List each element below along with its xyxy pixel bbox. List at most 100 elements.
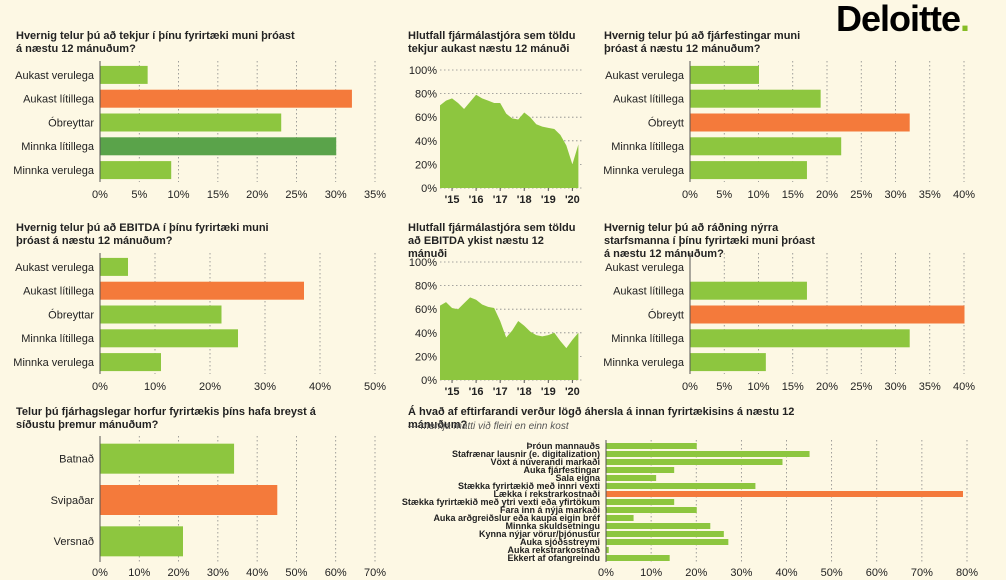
x-tick-label: 15%: [782, 189, 804, 201]
hiring-outlook-chart: 0% 5% 10% 15% 20% 25% 30% 35% 40% Aukast verulega…: [603, 253, 975, 393]
x-tick-label: 50%: [821, 567, 843, 579]
y-tick-label: 80%: [415, 89, 437, 101]
category-label: Stækka fyrirtækið með ytri vexti eða yfi…: [402, 497, 600, 507]
category-label: Stækka fyrirtækið með innri vexti: [458, 481, 600, 491]
category-label: Minnka verulega: [603, 165, 685, 177]
x-tick-label: 25%: [850, 381, 872, 393]
bar: [690, 161, 807, 180]
bar: [100, 65, 148, 84]
x-tick-label: 30%: [884, 189, 906, 201]
bar: [606, 483, 756, 489]
bar: [606, 467, 675, 473]
bar: [606, 459, 783, 465]
investment-chart-title: Hvernig telur þú að fjárfestingar muni þ…: [604, 30, 801, 55]
y-tick-label: 100%: [409, 257, 437, 269]
x-tick-label: 0%: [92, 381, 108, 393]
x-tick-label: 0%: [682, 189, 698, 201]
y-tick-label: 0%: [421, 375, 437, 387]
x-tick-label: 5%: [716, 381, 732, 393]
bar: [606, 507, 697, 513]
bar: [606, 499, 675, 505]
category-label: Minnka lítillega: [611, 333, 685, 345]
bar: [606, 547, 609, 553]
x-tick-label: 10%: [168, 189, 190, 201]
x-tick-label: 40%: [953, 189, 975, 201]
category-label: Óbreytt: [648, 116, 684, 129]
bar: [690, 329, 910, 348]
y-tick-label: 100%: [409, 65, 437, 77]
ebitda-chart-title: Hvernig telur þú að EBITDA í þínu fyrirt…: [16, 222, 269, 247]
bar: [100, 281, 304, 300]
bar: [100, 485, 278, 515]
category-label: Auka arðgreiðslur eða kaupa eigin bréf: [433, 513, 601, 523]
x-tick-label: 10%: [144, 381, 166, 393]
x-tick-label: '19: [541, 386, 556, 398]
x-tick-label: 15%: [207, 189, 229, 201]
category-label: Auka sjóðsstreymi: [520, 537, 600, 547]
x-tick-label: '17: [493, 194, 508, 206]
y-tick-label: 60%: [415, 304, 437, 316]
x-tick-label: '18: [517, 386, 532, 398]
bar: [690, 65, 759, 84]
y-tick-label: 80%: [415, 281, 437, 293]
bar: [690, 353, 766, 372]
x-tick-label: 40%: [953, 381, 975, 393]
x-tick-label: '17: [493, 386, 508, 398]
x-tick-label: 0%: [92, 189, 108, 201]
bar: [606, 523, 711, 529]
category-label: Óbreytt: [648, 308, 684, 321]
bar: [690, 137, 842, 156]
x-tick-label: 20%: [816, 189, 838, 201]
category-label: Aukast verulega: [605, 70, 685, 82]
area-series: [440, 297, 579, 380]
bar: [606, 491, 963, 497]
x-tick-label: 60%: [325, 567, 347, 579]
x-tick-label: '16: [469, 194, 484, 206]
bar: [606, 555, 670, 561]
category-label: Ekkert af ofangreindu: [507, 553, 600, 563]
x-tick-label: 20%: [199, 381, 221, 393]
x-tick-label: 35%: [919, 381, 941, 393]
priorities-chart-title: Á hvað af eftirfarandi verður lögð áhers…: [408, 406, 795, 431]
bar: [690, 305, 965, 324]
y-tick-label: 40%: [415, 136, 437, 148]
x-tick-label: 5%: [131, 189, 147, 201]
x-tick-label: '16: [469, 386, 484, 398]
category-label: Svipaðar: [51, 495, 95, 507]
bar: [100, 443, 235, 474]
bar: [690, 113, 910, 132]
ebitda-history-title: Hlutfall fjármálastjóra sem töldu að EBI…: [408, 222, 576, 260]
bar: [100, 329, 238, 348]
x-tick-label: 70%: [364, 567, 386, 579]
category-label: Stafrænar lausnir (e. digitalization): [452, 449, 600, 459]
bar: [606, 539, 729, 545]
category-label: Minnka lítillega: [21, 333, 95, 345]
category-label: Þróun mannauðs: [526, 441, 600, 451]
x-tick-label: 35%: [364, 189, 386, 201]
x-tick-label: 30%: [207, 567, 229, 579]
bar: [606, 531, 724, 537]
x-tick-label: 70%: [911, 567, 933, 579]
bar: [100, 89, 352, 108]
x-tick-label: '20: [565, 386, 580, 398]
x-tick-label: 40%: [775, 567, 797, 579]
category-label: Auka rekstrarkostnað: [507, 545, 600, 555]
revenue-history-title: Hlutfall fjármálastjóra sem töldu tekjur…: [408, 30, 576, 55]
x-tick-label: 10%: [128, 567, 150, 579]
category-label: Sala eigna: [555, 473, 601, 483]
category-label: Kynna nýjar vörur/þjónustur: [479, 529, 601, 539]
x-tick-label: 20%: [685, 567, 707, 579]
revenue-history-chart: 0% 20% 40% 60% 80% 100% '15 '16 '17 '18 '19 '20: [409, 65, 582, 206]
x-tick-label: 20%: [168, 567, 190, 579]
bar: [100, 526, 183, 557]
category-label: Aukast verulega: [605, 262, 685, 274]
x-tick-label: 30%: [730, 567, 752, 579]
ebitda-outlook-chart: 0% 10% 20% 30% 40% 50% Aukast verulega Aukast l…: [13, 253, 386, 393]
bar: [100, 305, 222, 324]
category-label: Fara inn á nýja markaði: [500, 505, 600, 515]
y-tick-label: 0%: [421, 183, 437, 195]
category-label: Aukast lítillega: [23, 94, 95, 106]
category-label: Vöxt á núverandi markaði: [490, 457, 600, 467]
bar: [606, 475, 657, 481]
bar: [100, 161, 172, 180]
